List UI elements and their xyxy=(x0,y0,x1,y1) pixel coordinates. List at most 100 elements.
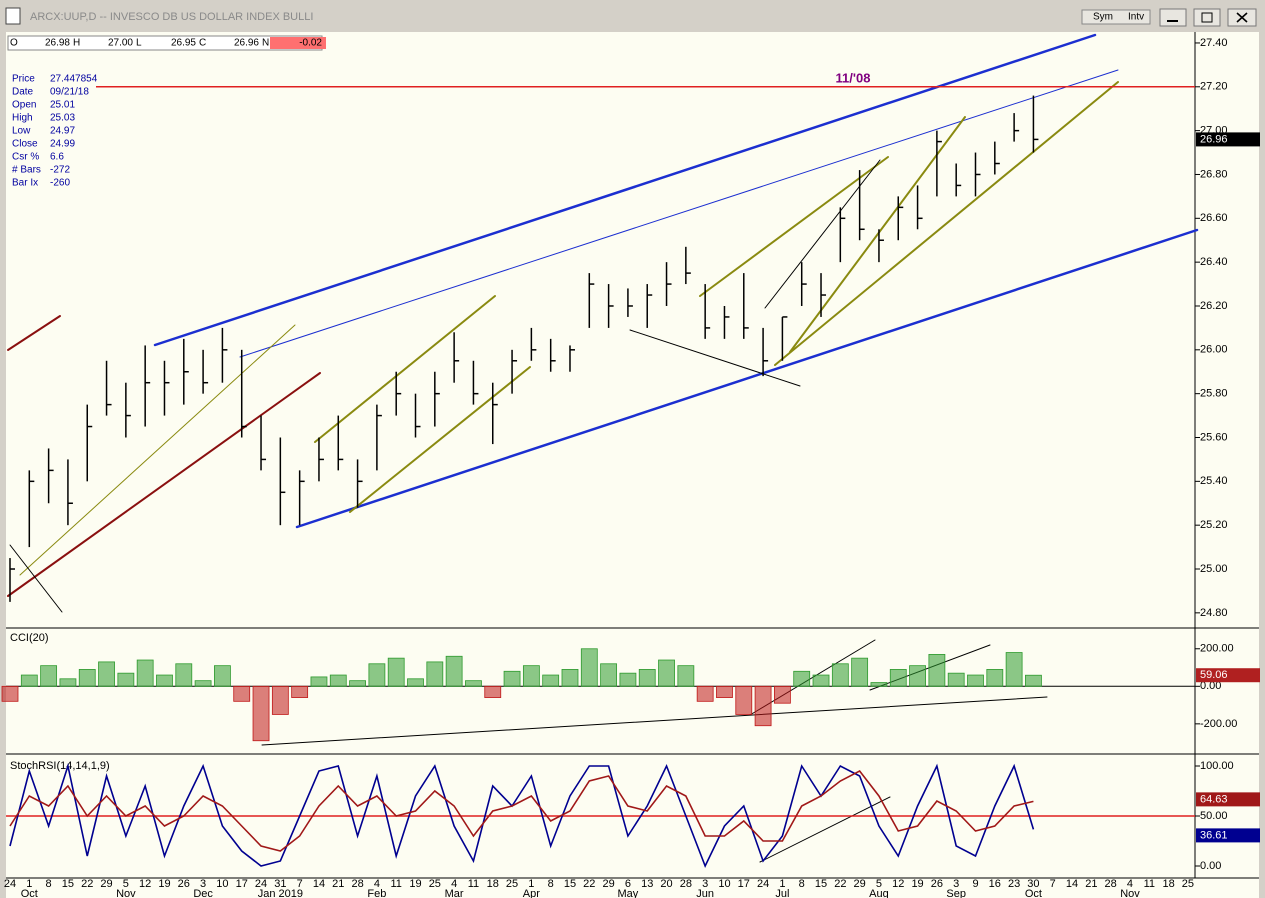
cci-bar xyxy=(1005,652,1023,687)
cci-bar xyxy=(252,685,270,742)
x-tick-label: 3 xyxy=(702,878,708,890)
x-tick-label: 4 xyxy=(374,878,380,890)
x-month-label: Oct xyxy=(21,888,38,898)
close-icon xyxy=(1236,12,1248,23)
cci-bar xyxy=(233,685,251,702)
x-tick-label: 15 xyxy=(564,878,576,890)
y-tick-label: 27.20 xyxy=(1200,81,1228,93)
cci-bar xyxy=(20,674,38,687)
x-tick-label: 10 xyxy=(216,878,228,890)
trendline xyxy=(629,329,801,387)
x-tick-label: 15 xyxy=(815,878,827,890)
cci-bar xyxy=(658,659,675,687)
x-tick-label: 24 xyxy=(4,878,16,890)
cci-bar xyxy=(851,657,869,687)
cci-bar xyxy=(831,663,849,687)
x-tick-label: 29 xyxy=(854,878,866,890)
x-tick-label: 1 xyxy=(779,878,785,890)
info-label: Csr % xyxy=(12,152,39,163)
quote-value: 26.95 xyxy=(171,38,196,49)
x-tick-label: 25 xyxy=(429,878,441,890)
y-tick-label: 26.00 xyxy=(1200,344,1228,356)
y-tick-label: 25.40 xyxy=(1200,475,1228,487)
annotation: 11/'08 xyxy=(836,70,871,85)
cci-bar xyxy=(329,674,347,687)
cci-bar xyxy=(619,672,637,687)
x-tick-label: 17 xyxy=(236,878,248,890)
info-label: Close xyxy=(12,139,38,150)
quote-value: 26.96 xyxy=(234,38,259,49)
y-tick-label: 26.20 xyxy=(1200,300,1228,312)
trendline xyxy=(314,295,496,443)
trendline xyxy=(239,69,1119,358)
x-month-label: May xyxy=(618,888,639,898)
x-tick-label: 28 xyxy=(1105,878,1117,890)
x-month-label: Nov xyxy=(1120,888,1140,898)
x-tick-label: 7 xyxy=(297,878,303,890)
cci-bar xyxy=(870,682,888,687)
x-tick-label: 3 xyxy=(200,878,206,890)
x-month-label: Mar xyxy=(445,888,464,898)
info-value: 24.99 xyxy=(50,139,75,150)
x-tick-label: 21 xyxy=(1085,878,1097,890)
x-tick-label: 13 xyxy=(641,878,653,890)
minimize-button[interactable] xyxy=(1159,8,1187,27)
cci-bar xyxy=(967,674,984,687)
cci-bar xyxy=(426,661,444,687)
y-tick-label: 25.80 xyxy=(1200,388,1228,400)
quote-key: C xyxy=(199,38,206,49)
x-tick-label: 19 xyxy=(911,878,923,890)
x-month-label: Nov xyxy=(116,888,136,898)
info-label: Price xyxy=(12,74,35,85)
y-tick-label: 24.80 xyxy=(1200,607,1228,619)
x-tick-label: 29 xyxy=(100,878,112,890)
x-tick-label: 8 xyxy=(799,878,805,890)
toolbar xyxy=(1081,9,1151,25)
trendline xyxy=(261,696,1048,746)
x-tick-label: 11 xyxy=(390,878,401,890)
trendline xyxy=(9,544,63,613)
y-tick-label: 0.00 xyxy=(1200,860,1221,872)
x-tick-label: 3 xyxy=(953,878,959,890)
restore-button[interactable] xyxy=(1193,8,1221,27)
x-tick-label: 8 xyxy=(548,878,554,890)
x-tick-label: 21 xyxy=(332,878,344,890)
quote-key: L xyxy=(136,38,142,49)
x-tick-label: 5 xyxy=(123,878,129,890)
cci-bar xyxy=(465,680,482,687)
cci-bar xyxy=(542,674,560,687)
x-tick-label: 14 xyxy=(1066,878,1078,890)
quote-value: 26.98 xyxy=(45,38,70,49)
x-tick-label: 9 xyxy=(972,878,978,890)
trendline xyxy=(19,324,296,576)
x-tick-label: 16 xyxy=(989,878,1001,890)
cci-bar xyxy=(522,665,540,687)
trendline xyxy=(759,796,891,863)
cci-bar xyxy=(889,669,907,687)
x-tick-label: 4 xyxy=(1127,878,1133,890)
intv-button[interactable]: Intv xyxy=(1128,12,1144,23)
x-tick-label: 12 xyxy=(892,878,904,890)
last-value-bg xyxy=(1196,792,1260,807)
info-value: 09/21/18 xyxy=(50,87,89,98)
cci-bar xyxy=(677,665,695,687)
info-value: 25.03 xyxy=(50,113,75,124)
app-icon xyxy=(5,7,21,25)
x-month-label: Dec xyxy=(193,888,213,898)
info-value: 24.97 xyxy=(50,126,75,137)
y-tick-label: 100.00 xyxy=(1200,760,1234,772)
trendline xyxy=(699,156,889,297)
x-tick-label: 24 xyxy=(757,878,769,890)
x-tick-label: 24 xyxy=(255,878,267,890)
sym-button[interactable]: Sym xyxy=(1093,12,1113,23)
info-label: Bar Ix xyxy=(12,178,38,189)
x-tick-label: 12 xyxy=(139,878,151,890)
y-tick-label: 27.40 xyxy=(1200,37,1228,49)
x-tick-label: 18 xyxy=(487,878,499,890)
x-tick-label: 20 xyxy=(660,878,672,890)
x-tick-label: 25 xyxy=(506,878,518,890)
cci-bar xyxy=(194,680,212,687)
x-tick-label: 11 xyxy=(468,878,479,890)
cci-bar xyxy=(986,669,1004,687)
